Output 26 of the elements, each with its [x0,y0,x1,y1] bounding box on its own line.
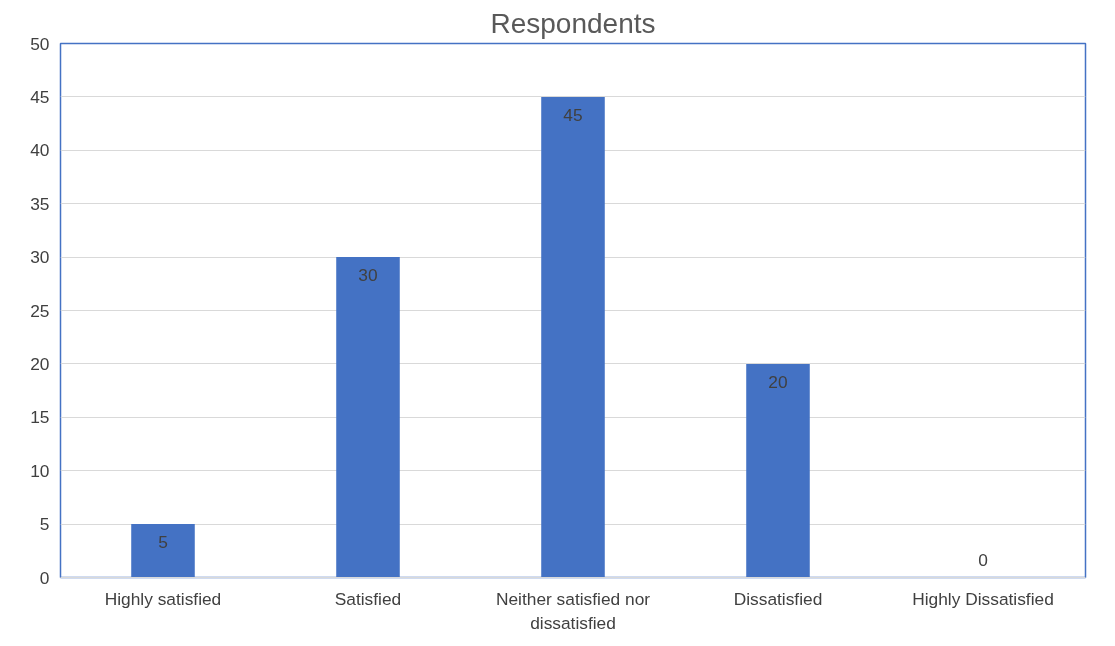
y-tick-label: 15 [30,407,50,428]
y-tick-label: 50 [30,33,50,54]
data-label: 20 [768,371,788,392]
y-tick-label: 45 [30,86,50,107]
y-tick-label: 5 [39,514,50,535]
y-tick-label: 10 [30,460,50,481]
bar [746,363,810,578]
x-tick-label: Highly Dissatisfied [912,588,1054,609]
x-tick-label: Neither satisfied nor dissatisfied [495,588,651,633]
chart-title: Respondents [490,7,656,39]
data-label: 30 [358,265,378,286]
y-tick-label: 0 [39,567,50,588]
y-tick-label: 20 [30,353,50,374]
x-tick-label: Satisfied [334,588,402,609]
bar [131,524,195,578]
data-label: 5 [158,532,168,553]
y-tick-label: 40 [30,140,50,161]
y-tick-label: 35 [30,193,50,214]
data-label: 45 [563,104,583,125]
y-tick-label: 30 [30,247,50,268]
bar [541,96,605,578]
x-tick-label: Highly satisfied [104,588,222,609]
y-tick-label: 25 [30,300,50,321]
x-tick-label: Dissatisfied [733,588,823,609]
data-label: 0 [978,549,988,570]
bar [336,257,400,578]
